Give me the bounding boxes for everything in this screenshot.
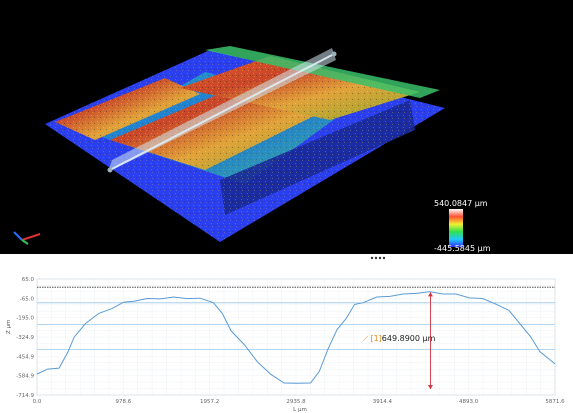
measurement-value: 649.8900 µm [381, 334, 436, 343]
x-tick-label: 1957.2 [200, 399, 219, 405]
x-tick-label: 0.0 [33, 399, 42, 405]
x-tick-label: 2935.8 [286, 399, 306, 405]
panel-splitter[interactable] [0, 254, 573, 264]
x-tick-label: 4893.0 [459, 399, 479, 405]
section-start-handle[interactable] [107, 167, 113, 173]
arrow-head-up-icon [427, 292, 433, 297]
x-tick-label: 3914.4 [373, 399, 393, 405]
profile-chart-panel[interactable]: 65.0 -65.0 -195.0 -324.9 -454.9 -584.9 -714.9 … [0, 264, 573, 413]
y-tick-label: -324.9 [16, 335, 34, 341]
profile-series-line [36, 291, 556, 384]
y-tick-label: -584.9 [16, 374, 34, 380]
y-tick-label: -65.0 [20, 296, 35, 302]
profile-chart[interactable]: 65.0-65.0-195.0-324.9-454.9-584.9-714.9 … [0, 264, 573, 413]
arrow-head-down-icon [427, 385, 433, 390]
x-axis-label: L µm [293, 407, 307, 413]
x-tick-label: 5871.6 [545, 399, 565, 405]
3d-surface-render[interactable] [0, 0, 573, 254]
measurement-readout[interactable]: ⟋ [1]649.8900 µm [363, 334, 435, 344]
colorbar-max-label: 540.0847 µm [434, 199, 488, 208]
axis-triad-icon [13, 231, 41, 245]
drag-handle-icon[interactable] [370, 256, 386, 260]
colorbar-min-label: -445.5845 µm [434, 244, 491, 253]
y-tick-label: 65.0 [22, 277, 35, 283]
measure-icon: ⟋ [363, 335, 368, 343]
y-tick-label: -714.9 [16, 393, 34, 399]
section-end-handle[interactable] [331, 51, 337, 57]
x-tick-label: 978.6 [115, 399, 131, 405]
colorbar [449, 209, 463, 247]
plot-frame [36, 278, 556, 396]
measurement-index: [1] [370, 334, 382, 343]
3d-surface-viewer[interactable]: 540.0847 µm -445.5845 µm [0, 0, 573, 254]
y-tick-label: -454.9 [16, 354, 34, 360]
y-axis-label: Z µm [6, 320, 12, 334]
y-tick-label: -195.0 [16, 316, 34, 322]
